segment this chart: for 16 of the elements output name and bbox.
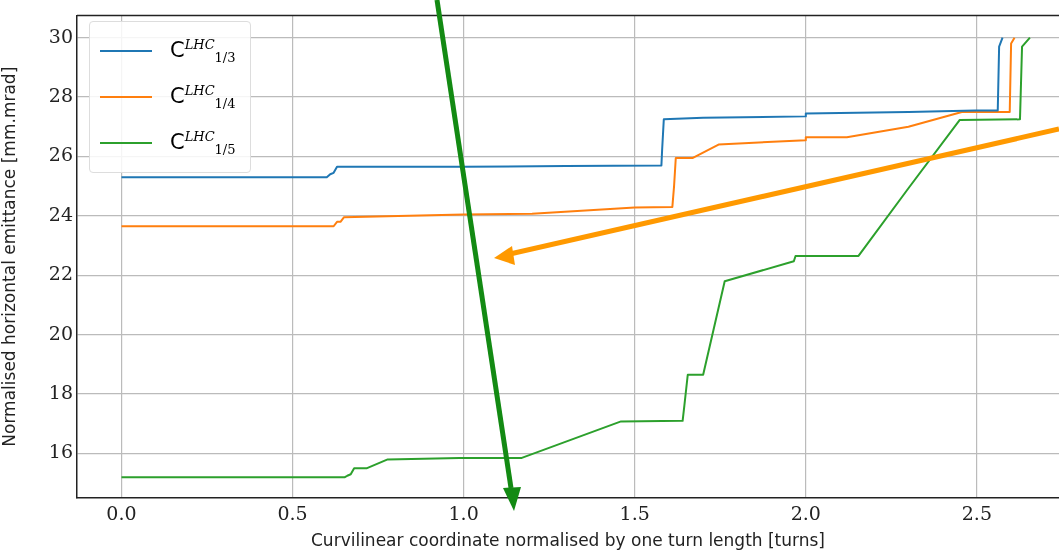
y-tick-label: 18 [48, 380, 73, 403]
y-tick-label: 28 [48, 84, 73, 107]
x-tick-label: 1.0 [448, 502, 479, 525]
x-tick-label: 2.5 [961, 502, 992, 525]
y-tick-label: 22 [48, 262, 73, 285]
x-tick-label: 2.0 [790, 502, 821, 525]
y-tick-label: 20 [48, 321, 73, 344]
x-tick-label: 1.5 [619, 502, 650, 525]
y-axis-title: Normalised horizontal emittance [mm.mrad] [0, 66, 19, 447]
x-tick-label: 0.5 [277, 502, 308, 525]
x-axis-title: Curvilinear coordinate normalised by one turn length [turns] [310, 530, 826, 551]
y-tick-label: 30 [48, 24, 73, 47]
x-tick-label: 0.0 [106, 502, 137, 525]
y-tick-label: 24 [48, 202, 73, 225]
y-tick-label: 26 [48, 143, 73, 166]
y-tick-label: 16 [48, 440, 73, 463]
